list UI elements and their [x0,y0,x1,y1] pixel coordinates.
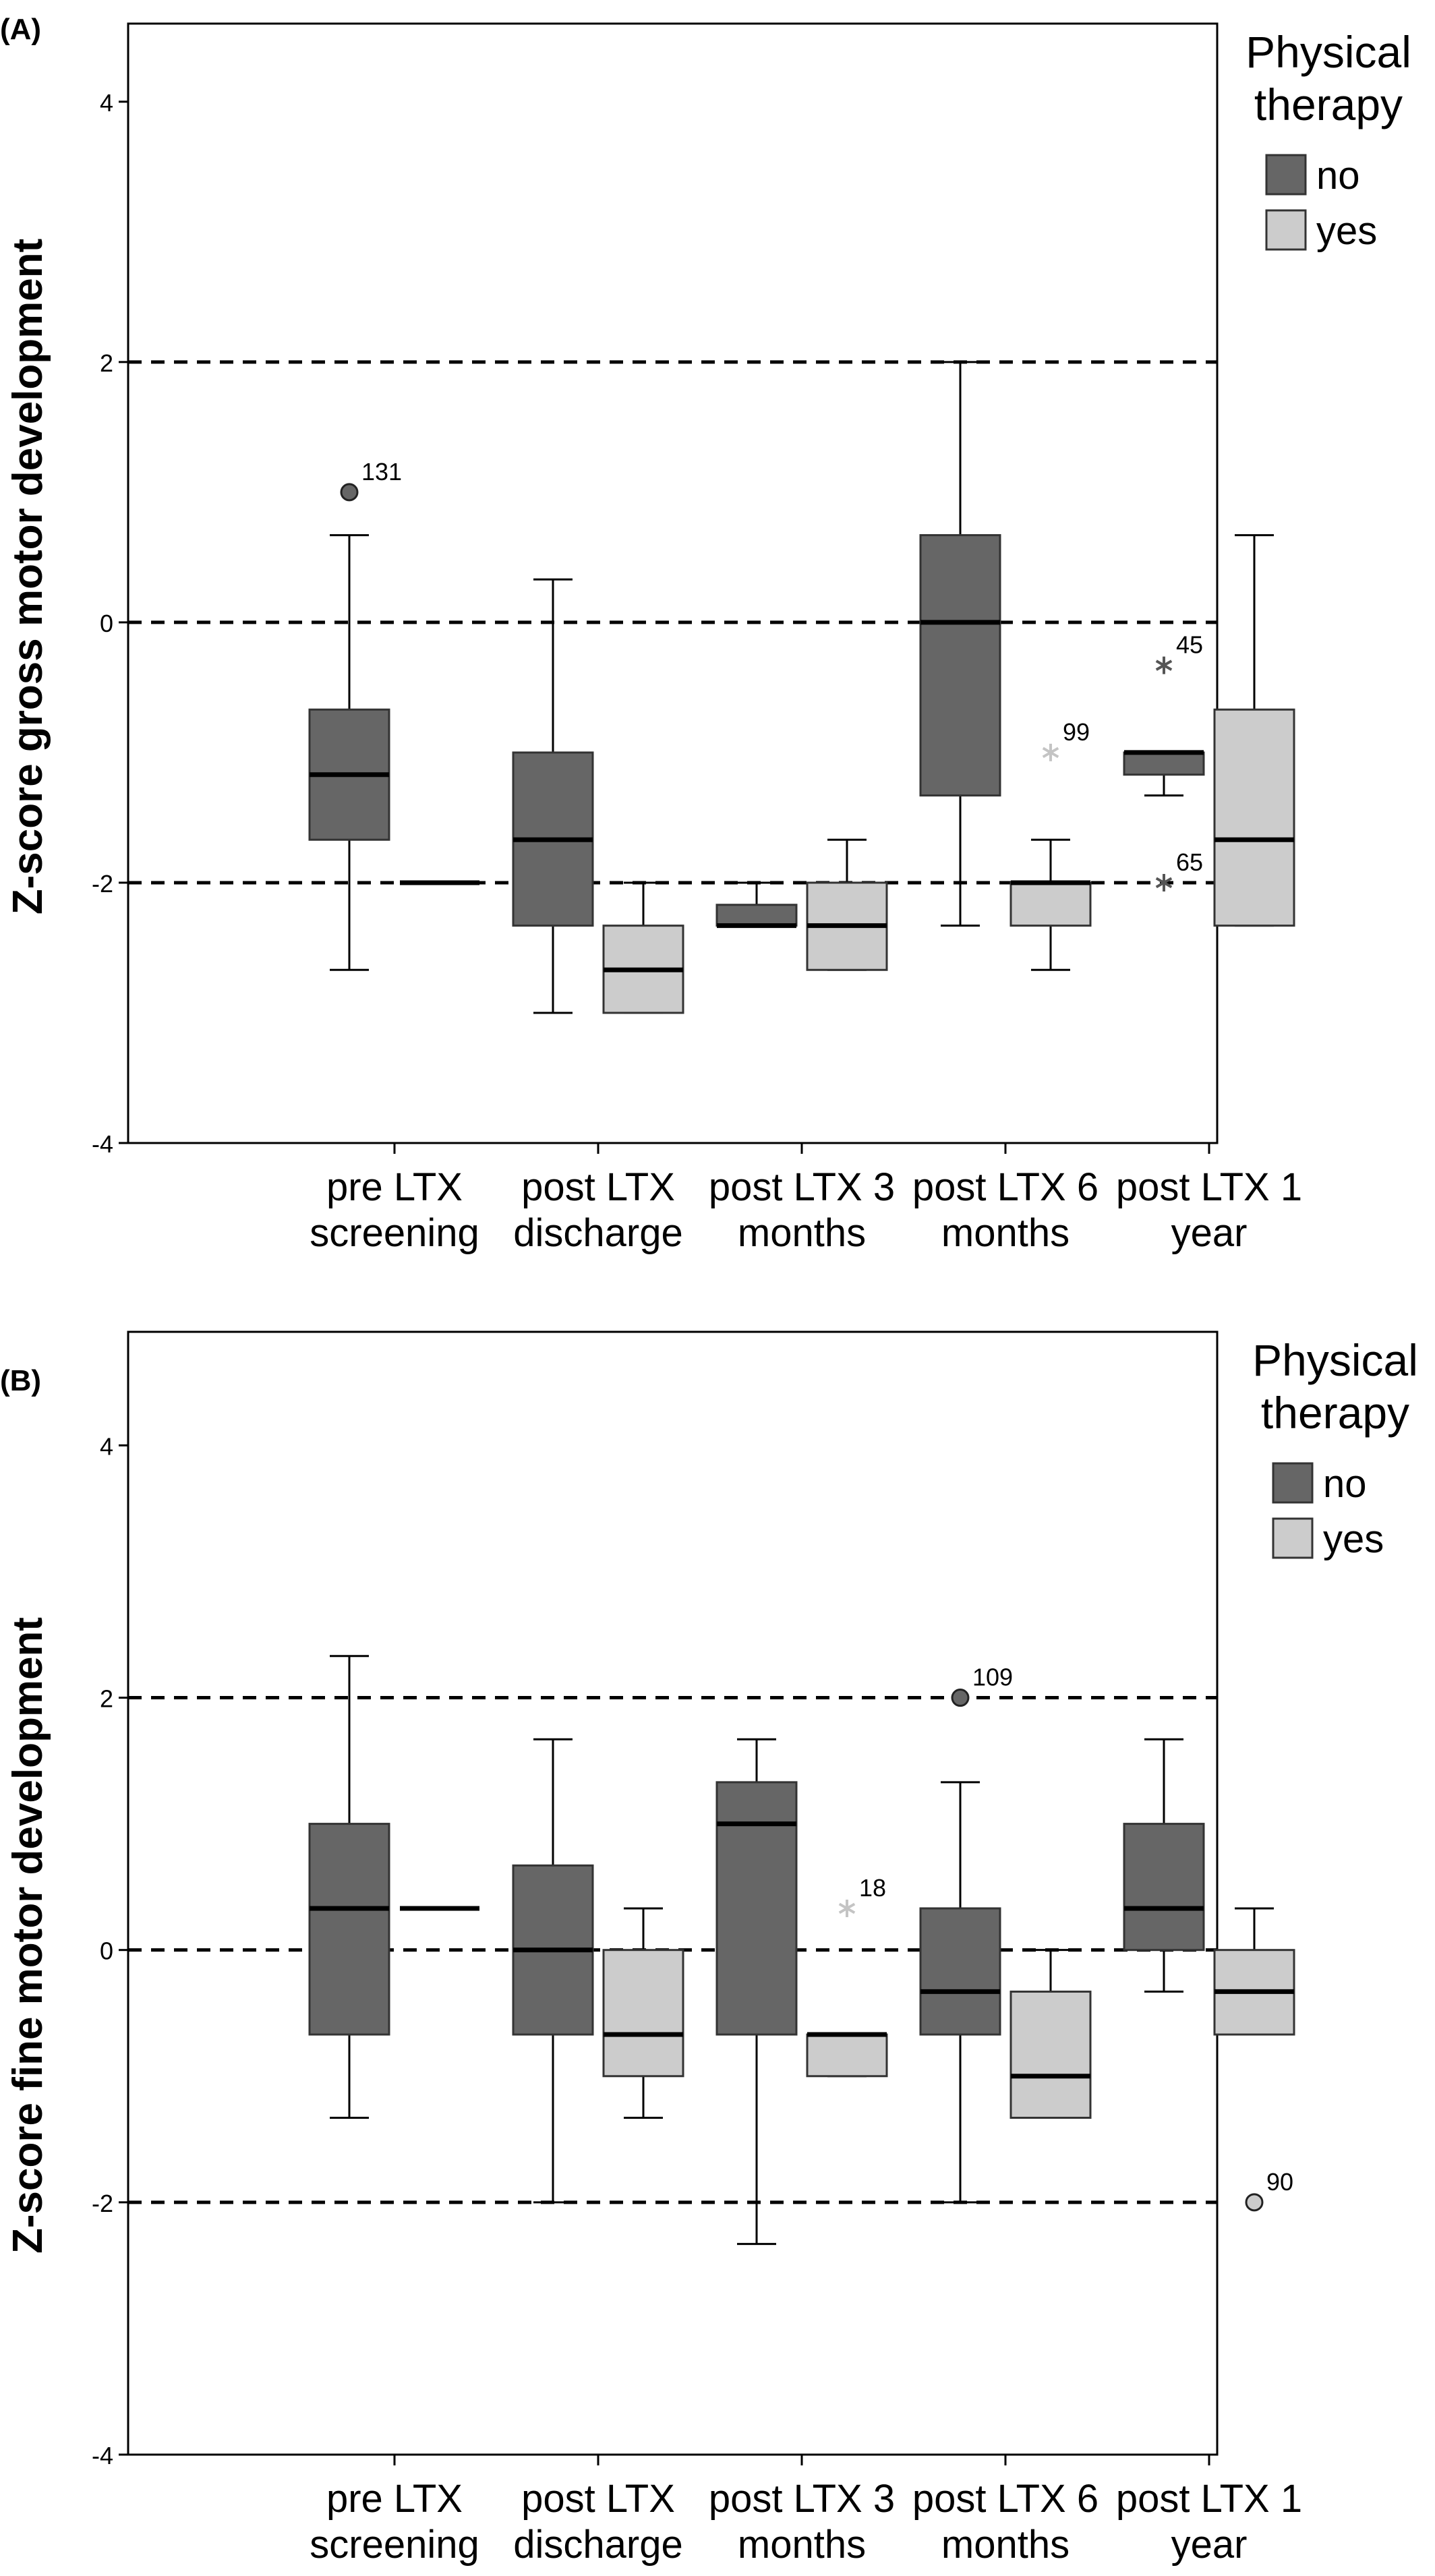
y-tick-label: -4 [92,2442,113,2469]
x-tick-label: post LTX 6 months [912,1165,1099,1255]
box-no [919,361,1001,927]
box-yes [1009,838,1092,971]
box-no [715,1738,798,2246]
y-axis-title: Z-score gross motor development [5,239,51,915]
outlier-star [1042,743,1059,761]
x-tick-label: post LTX 1 year [1116,1165,1302,1255]
box-iqr [602,1949,684,2078]
box-iqr [715,1781,798,2036]
box-iqr [919,534,1001,797]
box-yes [602,1907,684,2119]
outlier-label: 99 [1063,718,1090,746]
box-yes [1009,1949,1092,2119]
legend-swatch-no [1272,1462,1314,1504]
box-yes [1213,1907,1295,2036]
legend-title: therapy [1254,80,1403,129]
outlier-label: 90 [1266,2168,1293,2196]
box-iqr [1123,1823,1205,1952]
box-iqr [806,2033,888,2078]
outlier-circle [1245,2193,1264,2212]
x-tick-label: post LTX 3 months [709,2477,895,2567]
box-no [919,1781,1001,2204]
x-tick-label: pre LTX screening [310,2477,479,2567]
plot-frame [127,1330,1219,2456]
y-tick-label: -4 [92,1130,113,1158]
outlier-circle [340,483,359,502]
box-no [308,1655,390,2119]
y-tick-label: 4 [100,89,113,117]
legend-title: therapy [1261,1388,1409,1438]
panel-label: (B) [0,1364,41,1397]
x-tick-label: pre LTX screening [310,1165,479,1255]
box-iqr [1009,1990,1092,2119]
panel-b-fine-motor: (B) Z-score fine motor development -4 -2 0… [0,1330,1418,2567]
legend-title: Physical [1246,27,1411,77]
box-no [308,534,390,971]
plot-area: -4 -2 0 2 4 pre LTX screening post LTX discharge… [92,22,1411,1255]
outlier-circle [951,1689,970,1707]
box-no [715,881,798,929]
box-iqr [308,1823,390,2036]
y-tick-label: 2 [100,349,113,377]
y-tick-label: -2 [92,870,113,898]
y-tick-label: 0 [100,1937,113,1965]
plot-frame [127,22,1219,1144]
box-no [512,578,594,1014]
legend-swatch-yes [1265,209,1307,251]
box-yes [602,881,684,1014]
y-tick-label: 0 [100,610,113,637]
box-iqr [919,1907,1001,2036]
outlier-star [1155,873,1173,891]
legend-swatch-no [1265,154,1307,196]
outlier-label: 45 [1176,631,1203,659]
x-tick-label: post LTX 3 months [709,1165,895,1255]
box-iqr [1213,708,1295,927]
y-tick-label: -2 [92,2190,113,2217]
box-yes [1213,534,1295,927]
outlier-star [1155,656,1173,674]
x-tick-label: post LTX discharge [513,2477,682,2567]
outlier-label: 18 [859,1874,886,1902]
box-no [1123,750,1205,797]
y-axis-title: Z-score fine motor development [5,1617,51,2254]
outlier-star [838,1899,856,1917]
legend-label: yes [1316,209,1377,253]
x-tick-label: post LTX 1 year [1116,2477,1302,2567]
box-iqr [1123,751,1205,776]
outlier-label: 65 [1176,848,1203,876]
box-yes [806,2032,888,2078]
legend-swatch-yes [1272,1517,1314,1559]
box-no [1123,1738,1205,1993]
box-iqr [1009,881,1092,927]
x-tick-label: post LTX discharge [513,1165,682,1255]
outlier-label: 109 [972,1664,1013,1691]
x-tick-label: post LTX 6 months [912,2477,1099,2567]
outlier-label: 131 [361,458,402,486]
panel-a-gross-motor: (A) Z-score gross motor development -4 -2… [0,13,1411,1255]
legend-label: yes [1323,1517,1384,1561]
box-yes [806,838,888,971]
legend-title: Physical [1252,1335,1418,1385]
panel-label: (A) [0,13,41,46]
y-tick-label: 2 [100,1685,113,1713]
plot-area: -4 -2 0 2 4 pre LTX screening post LTX discharge… [92,1330,1418,2567]
box-no [512,1738,594,2204]
legend-label: no [1323,1462,1367,1506]
box-iqr [715,904,798,927]
y-tick-label: 4 [100,1432,113,1460]
legend-label: no [1316,154,1360,198]
